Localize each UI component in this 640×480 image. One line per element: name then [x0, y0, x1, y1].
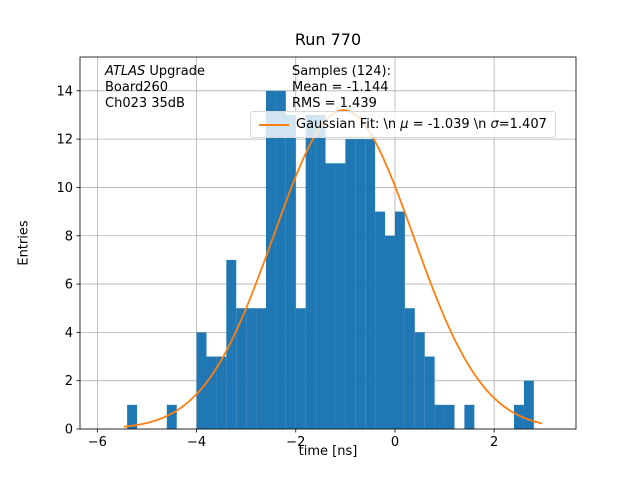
svg-text:12: 12 [56, 133, 73, 148]
channel-text: Ch023 35dB [105, 96, 185, 111]
legend-prefix: Gaussian Fit: \n [296, 117, 401, 132]
y-axis-label: Entries [16, 220, 32, 266]
legend-line-sample [259, 123, 289, 126]
svg-text:10: 10 [56, 181, 73, 196]
annotation-atlas-block: ATLAS Upgrade Board260 Ch023 35dB [105, 64, 205, 112]
svg-text:0: 0 [391, 435, 399, 450]
annotation-stats-block: Samples (124): Mean = -1.144 RMS = 1.439 [292, 64, 391, 112]
legend: Gaussian Fit: \n μ = -1.039 \n σ=1.407 [250, 111, 556, 138]
svg-text:4: 4 [65, 326, 73, 341]
atlas-upgrade-text: Upgrade [145, 64, 205, 79]
rms-text: RMS = 1.439 [292, 96, 377, 111]
x-axis-label: time [ns] [298, 444, 358, 459]
svg-text:2: 2 [490, 435, 498, 450]
atlas-brand-text: ATLAS [105, 64, 146, 79]
atlas-line: ATLAS Upgrade [105, 64, 205, 80]
svg-text:0: 0 [65, 423, 73, 438]
board-text: Board260 [105, 80, 169, 95]
svg-text:−6: −6 [88, 435, 107, 450]
svg-text:8: 8 [65, 229, 73, 244]
sigma-value: =1.407 [498, 117, 547, 132]
svg-text:14: 14 [56, 84, 73, 99]
mu-value: = -1.039 \n [408, 117, 491, 132]
mu-symbol: μ [400, 117, 409, 132]
svg-text:−2: −2 [286, 435, 305, 450]
chart-title: Run 770 [294, 30, 362, 49]
svg-text:−4: −4 [187, 435, 206, 450]
svg-text:2: 2 [65, 374, 73, 389]
legend-label: Gaussian Fit: \n μ = -1.039 \n σ=1.407 [296, 117, 547, 132]
mean-text: Mean = -1.144 [292, 80, 389, 95]
samples-text: Samples (124): [292, 64, 391, 79]
svg-text:6: 6 [65, 278, 73, 293]
sigma-symbol: σ [490, 117, 499, 132]
